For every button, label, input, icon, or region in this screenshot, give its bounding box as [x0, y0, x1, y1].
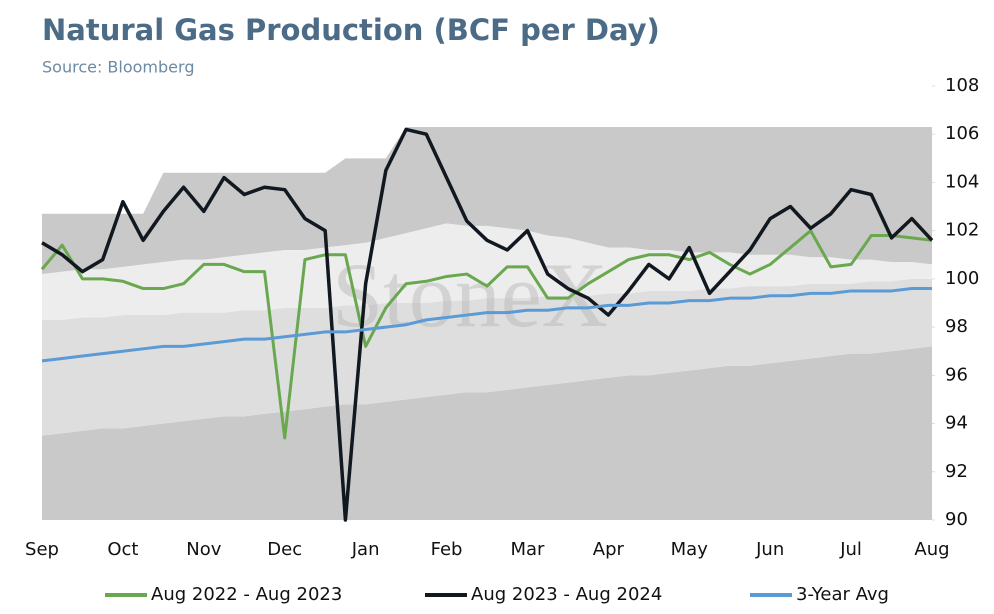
- x-tick-label: Jul: [839, 539, 862, 560]
- y-tick-label: 96: [945, 364, 968, 385]
- y-tick-label: 108: [945, 75, 979, 96]
- band: [42, 223, 932, 320]
- x-tick-label: Nov: [186, 539, 221, 560]
- y-tick-label: 92: [945, 461, 968, 482]
- x-tick-label: Sep: [25, 539, 59, 560]
- y-tick-label: 102: [945, 220, 979, 241]
- chart-subtitle: Source: Bloomberg: [42, 58, 194, 77]
- y-tick-label: 90: [945, 509, 968, 530]
- y-tick-label: 94: [945, 413, 968, 434]
- y-tick-label: 100: [945, 268, 979, 289]
- series-line: [41, 287, 932, 363]
- chart-title: Natural Gas Production (BCF per Day): [42, 13, 660, 47]
- x-tick-label: Feb: [431, 539, 463, 560]
- legend-label: Aug 2022 - Aug 2023: [151, 584, 342, 605]
- x-tick-label: Oct: [107, 539, 138, 560]
- band: [42, 278, 932, 436]
- bands: [42, 126, 932, 520]
- y-tick-label: 98: [945, 316, 968, 337]
- y-tick-label: 104: [945, 171, 979, 192]
- x-tick-label: Aug: [914, 539, 949, 560]
- series-line: [41, 127, 934, 522]
- x-tick-label: May: [671, 539, 709, 560]
- band: [42, 126, 932, 275]
- x-tick-label: Dec: [267, 539, 302, 560]
- series-line: [40, 229, 933, 440]
- x-tick-label: Jun: [755, 539, 784, 560]
- x-tick-label: Jan: [351, 539, 380, 560]
- band: [42, 346, 932, 520]
- legend-label: 3-Year Avg: [796, 584, 889, 605]
- x-tick-label: Apr: [593, 539, 625, 560]
- x-tick-label: Mar: [510, 539, 545, 560]
- legend-label: Aug 2023 - Aug 2024: [471, 584, 662, 605]
- y-tick-label: 106: [945, 123, 979, 144]
